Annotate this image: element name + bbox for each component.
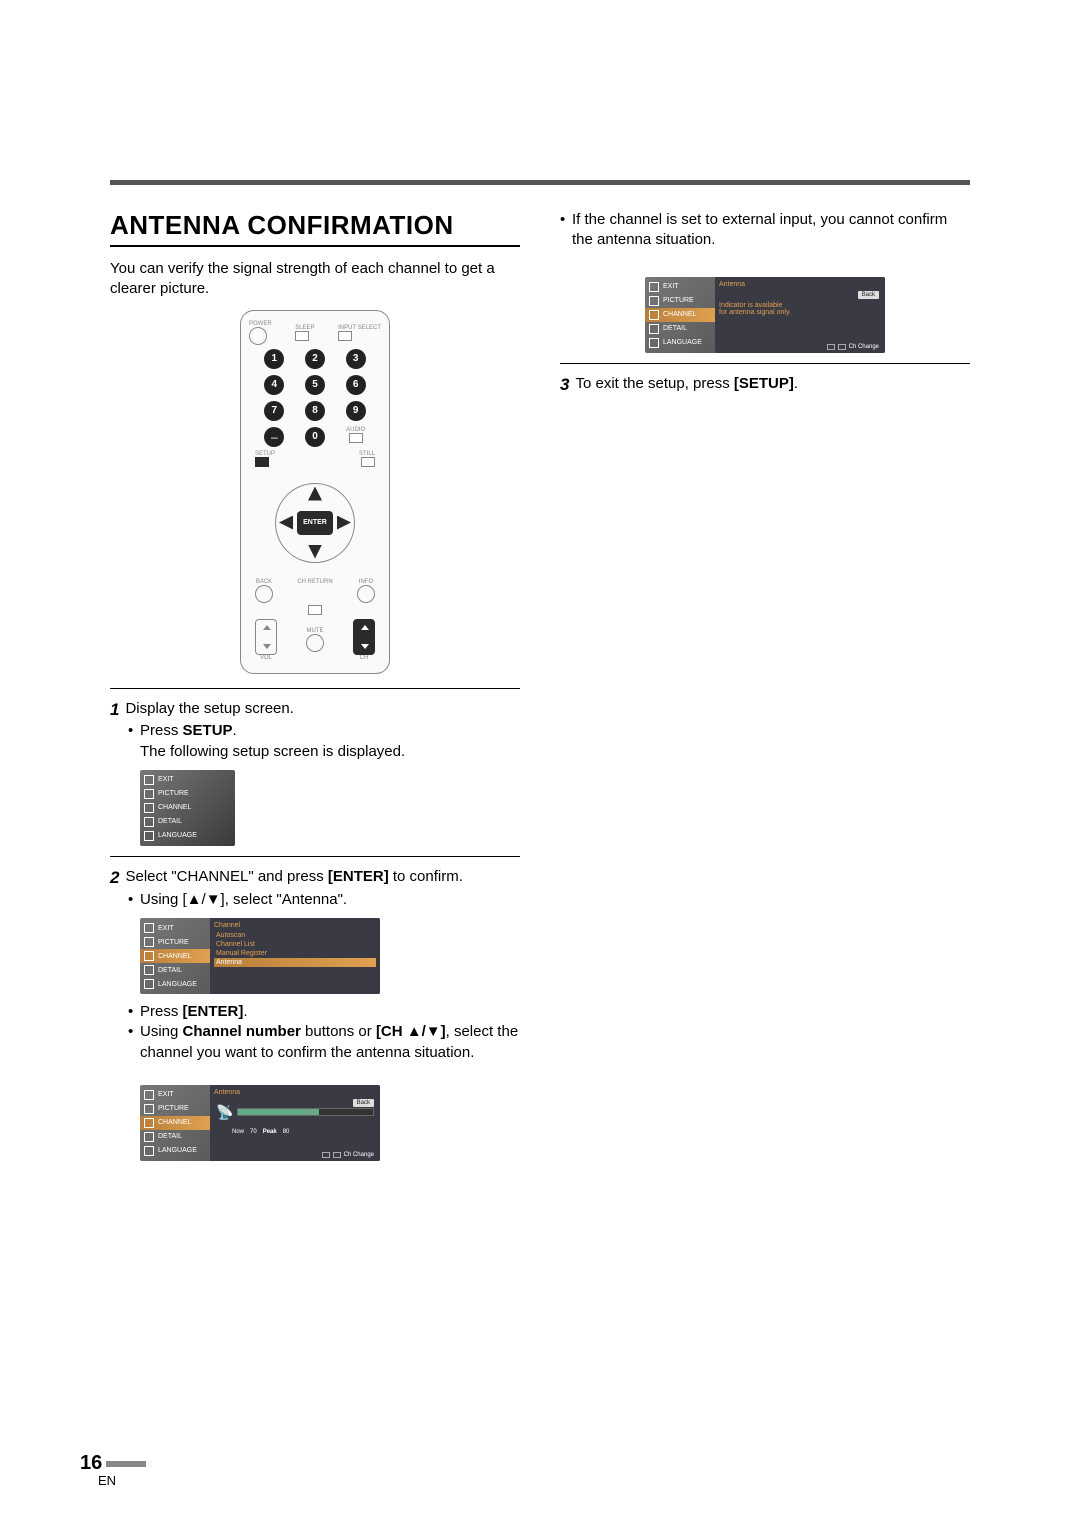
remote-num-6: 6	[346, 375, 366, 395]
left-column: ANTENNA CONFIRMATION You can verify the …	[110, 210, 520, 1169]
step-2: 2 Select "CHANNEL" and press [ENTER] to …	[110, 867, 520, 890]
remote-setup-label: SETUP	[255, 451, 275, 457]
step-2-number: 2	[110, 867, 119, 890]
signal-bar	[237, 1108, 374, 1116]
opt-autoscan: Autoscan	[214, 931, 376, 940]
indicator-msg-2: for antenna signal only.	[719, 309, 881, 316]
remote-num-5: 5	[305, 375, 325, 395]
remote-dash: –	[264, 427, 284, 447]
remote-audio-label: AUDIO	[346, 427, 365, 433]
remote-num-8: 8	[305, 401, 325, 421]
step-2-bullet-2: Press [ENTER].	[128, 1002, 520, 1022]
page-number: 16	[80, 1452, 102, 1474]
menu-channel: CHANNEL	[158, 804, 191, 811]
step-1-bullet: Press SETUP.	[128, 721, 520, 741]
channel-menu-header: Channel	[214, 922, 376, 929]
remote-mute-label: MUTE	[306, 628, 324, 634]
setup-screen-channel: EXIT PICTURE CHANNEL DETAIL LANGUAGE Cha…	[140, 918, 380, 994]
external-input-note: If the channel is set to external input,…	[560, 210, 970, 251]
step-1-text: Display the setup screen.	[125, 699, 293, 722]
opt-channellist: Channel List	[214, 940, 376, 949]
menu-language: LANGUAGE	[158, 832, 197, 839]
divider	[110, 856, 520, 857]
remote-enter-button: ENTER	[297, 511, 333, 535]
step-1: 1 Display the setup screen.	[110, 699, 520, 722]
step-3: 3 To exit the setup, press [SETUP].	[560, 374, 970, 397]
step-3-number: 3	[560, 374, 569, 397]
step-2-text: Select "CHANNEL" and press [ENTER] to co…	[125, 867, 462, 890]
setup-screen-video1: Video1 EXIT PICTURE CHANNEL DETAIL LANGU…	[645, 277, 885, 353]
step-3-text: To exit the setup, press [SETUP].	[575, 374, 798, 397]
signal-values: Now70 Peak80	[232, 1129, 376, 1135]
back-button: Back	[353, 1099, 374, 1107]
remote-chreturn-label: CH RETURN	[297, 579, 332, 585]
step-2-bullet-3: Using Channel number buttons or [CH ▲/▼]…	[128, 1022, 520, 1063]
remote-num-2: 2	[305, 349, 325, 369]
opt-antenna: Antenna	[214, 958, 376, 967]
remote-illustration: POWER SLEEP INPUT SELECT 1 2 3 4 5 6 7 8…	[110, 310, 520, 674]
back-button: Back	[858, 291, 879, 299]
right-column: If the channel is set to external input,…	[560, 210, 970, 1169]
menu-detail: DETAIL	[158, 818, 182, 825]
step-1-number: 1	[110, 699, 119, 722]
remote-ch-label: CH	[353, 655, 375, 661]
remote-info-label: INFO	[357, 579, 375, 585]
indicator-msg-1: Indicator is available	[719, 302, 881, 309]
video-antenna-header: Antenna	[719, 281, 881, 288]
remote-num-0: 0	[305, 427, 325, 447]
intro-text: You can verify the signal strength of ea…	[110, 259, 520, 300]
divider	[560, 363, 970, 364]
remote-num-4: 4	[264, 375, 284, 395]
ch-change-label: Ch Change	[344, 1152, 374, 1158]
divider	[110, 688, 520, 689]
setup-screen-empty: EXIT PICTURE CHANNEL DETAIL LANGUAGE	[140, 770, 235, 846]
remote-power-label: POWER	[249, 321, 272, 327]
remote-input-label: INPUT SELECT	[338, 325, 381, 331]
menu-picture: PICTURE	[158, 790, 189, 797]
step-2-bullet-1: Using [▲/▼], select "Antenna".	[128, 890, 520, 910]
page-footer: 16 EN	[80, 1452, 146, 1488]
remote-sleep-label: SLEEP	[295, 325, 314, 331]
menu-exit: EXIT	[158, 776, 174, 783]
remote-dpad: ENTER	[265, 473, 365, 573]
remote-still-label: STILL	[359, 451, 375, 457]
remote-num-9: 9	[346, 401, 366, 421]
remote-num-1: 1	[264, 349, 284, 369]
page-lang: EN	[98, 1473, 146, 1488]
antenna-header: Antenna	[214, 1089, 376, 1096]
remote-num-3: 3	[346, 349, 366, 369]
opt-manualreg: Manual Register	[214, 949, 376, 958]
top-rule	[110, 180, 970, 185]
page-title: ANTENNA CONFIRMATION	[110, 210, 520, 247]
remote-back-label: BACK	[255, 579, 273, 585]
antenna-icon: 📡	[216, 1104, 233, 1121]
remote-num-7: 7	[264, 401, 284, 421]
setup-screen-antenna: 11 EXIT PICTURE CHANNEL DETAIL LANGUAGE …	[140, 1085, 380, 1161]
remote-vol-label: VOL	[255, 655, 277, 661]
step-1-sub: The following setup screen is displayed.	[140, 742, 520, 762]
ch-change-label: Ch Change	[849, 344, 879, 350]
